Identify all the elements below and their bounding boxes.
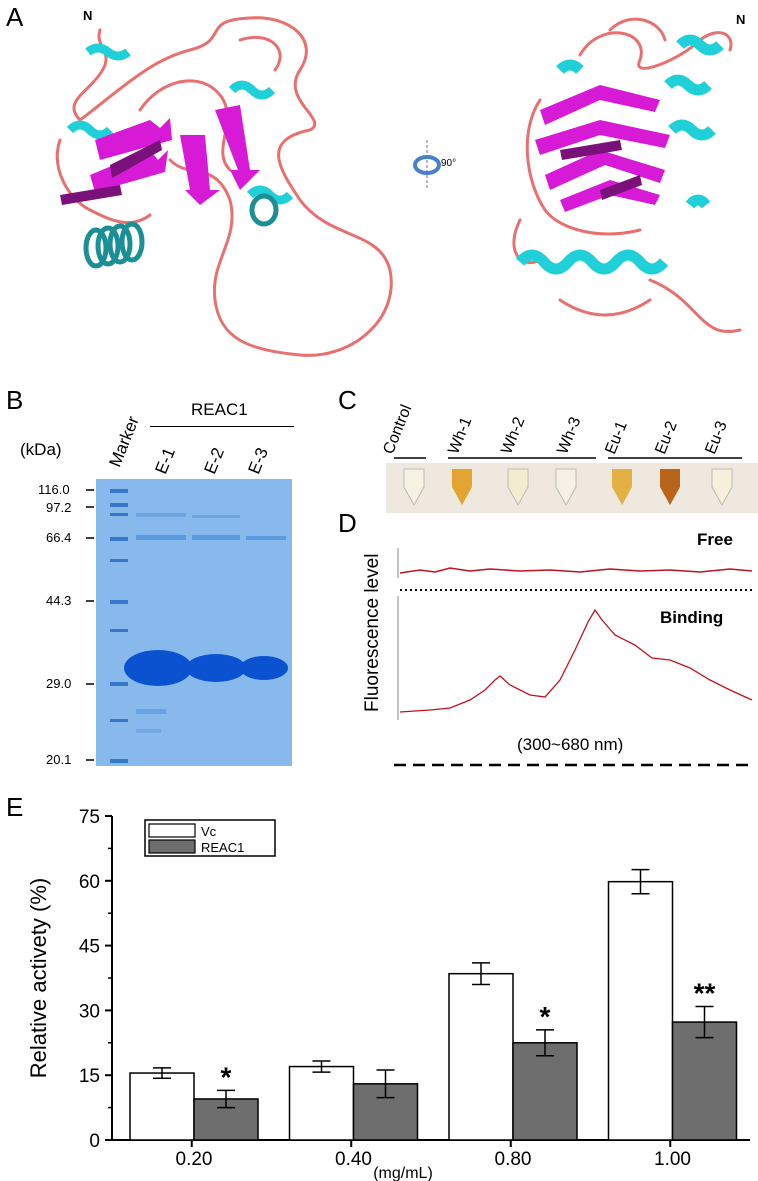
mw-29: 29.0 [46,676,72,691]
legend-label-reac1: REAC1 [201,840,244,855]
mw-20: 20.1 [46,752,72,767]
wavelength-range-label: (300~680 nm) [517,735,624,754]
significance-mark: * [540,1001,551,1032]
reac1-group-label: REAC1 [191,400,248,419]
legend-swatch-reac1 [148,839,196,854]
reac1-bracket [150,426,294,427]
mw-ticks [86,489,94,761]
y-tick-label: 75 [79,807,100,828]
tube-label-wh3: Wh-3 [554,414,585,457]
activity-bar-chart: 0 15 30 45 60 75 Relative activety (%) * 0.20 0.4… [26,807,750,1181]
legend-label-vc: Vc [201,824,217,839]
legend-swatch-vc [148,823,196,838]
binding-label: Binding [660,608,724,627]
significance-mark: * [221,1061,232,1092]
tube-label-wh2: Wh-2 [498,414,529,457]
bar-vc-1.00 [607,880,674,1141]
mw-66: 66.4 [46,530,72,545]
tube-label-wh1: Wh-1 [445,414,476,457]
kda-label: (kDa) [20,440,62,459]
tube-label-eu1: Eu-1 [602,418,631,457]
fluorescence-plot [394,548,753,767]
lane-label-e1: E-1 [151,444,179,477]
tube-label-eu3: Eu-3 [702,418,731,457]
tube-label-eu2: Eu-2 [652,418,681,457]
mw-97: 97.2 [46,500,72,515]
y-tick-label: 15 [79,1066,100,1087]
lane-label-e3: E-3 [244,444,272,477]
x-tick-label: 1.00 [654,1149,691,1170]
n-terminus-left: N [83,8,93,23]
panel-c-label: C [338,385,357,415]
marker-lane-label: Marker [105,413,143,470]
mw-116: 116.0 [38,482,70,497]
y-tick-label: 0 [89,1131,100,1152]
significance-mark: ** [694,978,716,1009]
rotation-label: 90° [441,158,457,169]
tube-photo [386,457,758,513]
y-tick-label: 45 [79,937,100,958]
panel-a-label: A [6,2,24,32]
x-tick-label: 0.20 [176,1149,213,1170]
x-tick-label: 0.80 [495,1149,532,1170]
protein-structure-image [55,16,742,357]
mw-44: 44.3 [46,593,72,608]
fluorescence-ylabel: Fluorescence level [362,553,383,712]
bar-vc-0.20 [129,1072,195,1141]
sds-page-gel [96,479,292,766]
x-axis-label: (mg/mL) [373,1165,433,1181]
tube-label-control: Control [380,402,416,457]
rotate-icon [413,140,441,190]
bar-reac1-0.80 [512,1042,578,1141]
x-tick-label: 0.40 [335,1149,372,1170]
free-label: Free [697,530,733,549]
y-axis-label: Relative activety (%) [26,878,51,1079]
bar-vc-0.80 [448,972,514,1141]
panel-d-label: D [338,508,357,538]
bar-vc-0.40 [288,1065,355,1141]
y-tick-label: 60 [79,872,100,893]
panel-e-label: E [6,792,24,822]
bar-reac1-1.00 [671,1021,738,1141]
y-tick-label: 30 [79,1001,100,1022]
lane-label-e2: E-2 [200,444,228,477]
n-terminus-right: N [736,12,746,27]
panel-b-label: B [6,385,24,415]
